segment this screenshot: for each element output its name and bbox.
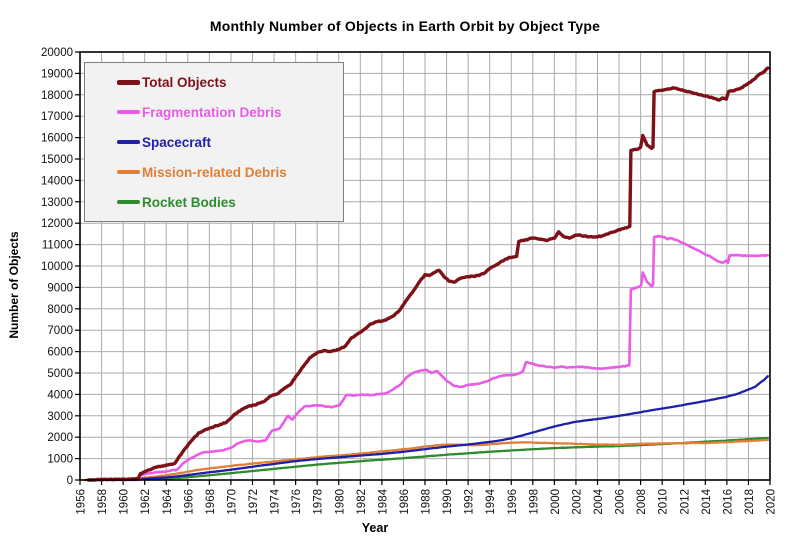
y-tick-label: 10000 [41,261,73,273]
x-tick-label: 2010 [658,489,670,515]
x-tick-label: 2008 [636,489,648,515]
legend-item-spacecraft: Spacecraft [117,135,343,150]
y-tick-label: 9000 [47,282,73,294]
x-axis-title: Year [0,521,800,535]
x-tick-label: 1964 [162,488,174,514]
y-tick-label: 13000 [41,197,73,209]
y-axis-title: Number of Objects [7,231,21,339]
y-tick-label: 4000 [47,389,73,401]
x-tick-label: 1994 [485,488,497,514]
y-tick-label: 5000 [47,368,73,380]
chart-title: Monthly Number of Objects in Earth Orbit… [209,18,601,34]
x-axis-title-text: Year [361,521,389,535]
y-tick-label: 19000 [41,68,73,80]
x-tick-label: 1986 [399,489,411,515]
plot-border [79,51,771,481]
legend-label-rocket-bodies: Rocket Bodies [142,194,236,210]
y-tick-label: 20000 [41,47,73,59]
x-tick-label: 1998 [528,489,540,515]
x-tick-label: 1956 [76,489,88,515]
chart-line-spacecraft [98,375,769,482]
legend-label-mission-related-debris: Mission-related Debris [142,164,287,180]
y-tick-label: 12000 [41,218,73,230]
chart-line-fragmentation-debris [100,234,770,482]
y-tick-label: 7000 [47,325,73,337]
legend-swatch-spacecraft [117,140,140,144]
legend-swatch-total-objects [117,79,140,85]
x-tick-label: 2014 [701,488,713,514]
x-tick-label: 2006 [615,489,627,515]
y-tick-label: 17000 [41,111,73,123]
x-tick-label: 1996 [507,489,519,515]
y-tick-label: 2000 [47,432,73,444]
x-tick-label: 1990 [442,489,454,515]
x-tick-label: 1978 [313,489,325,515]
x-tick-label: 2000 [550,489,562,515]
y-tick-label: 0 [67,475,73,487]
x-tick-label: 1970 [226,489,238,515]
x-tick-label: 2002 [571,489,583,515]
x-tick-label: 1982 [356,489,368,515]
x-tick-label: 1972 [248,489,260,515]
x-tick-label: 1966 [183,489,195,515]
y-tick-label: 18000 [41,90,73,102]
legend-item-rocket-bodies: Rocket Bodies [117,195,343,210]
chart-line-mission-related-debris [106,438,769,482]
x-tick-label: 1974 [270,488,282,514]
x-tick-label: 1962 [140,489,152,515]
y-tick-label: 14000 [41,175,73,187]
y-tick-label: 16000 [41,133,73,145]
x-tick-label: 1992 [464,489,476,515]
legend-label-fragmentation-debris: Fragmentation Debris [142,104,282,120]
legend-swatch-fragmentation-debris [117,110,140,114]
chart-line-total-objects [86,66,770,482]
y-tick-label: 3000 [47,411,73,423]
y-tick-label: 8000 [47,304,73,316]
x-tick-label: 1988 [421,489,433,515]
chart-legend: Total Objects Fragmentation Debris Spacecr… [84,62,344,222]
x-tick-label: 1960 [119,489,131,515]
legend-item-total-objects: Total Objects [117,75,343,90]
x-tick-label: 2012 [679,489,691,515]
legend-label-total-objects: Total Objects [142,74,227,90]
x-tick-label: 1968 [205,489,217,515]
legend-item-fragmentation-debris: Fragmentation Debris [117,105,343,120]
x-tick-label: 1958 [97,489,109,515]
legend-item-mission-related-debris: Mission-related Debris [117,165,343,180]
x-tick-label: 2018 [744,489,756,515]
x-tick-label: 1980 [334,489,346,515]
x-tick-label: 2020 [766,489,778,515]
x-tick-label: 2016 [722,489,734,515]
y-tick-label: 11000 [42,240,73,252]
legend-swatch-mission-related-debris [117,170,140,174]
x-tick-label: 1976 [291,489,303,515]
y-tick-label: 1000 [47,454,73,466]
legend-swatch-rocket-bodies [117,200,140,204]
legend-label-spacecraft: Spacecraft [142,134,212,150]
y-tick-label: 6000 [47,347,73,359]
x-tick-label: 2004 [593,488,605,514]
x-tick-label: 1984 [377,488,389,514]
y-tick-label: 15000 [41,154,73,166]
